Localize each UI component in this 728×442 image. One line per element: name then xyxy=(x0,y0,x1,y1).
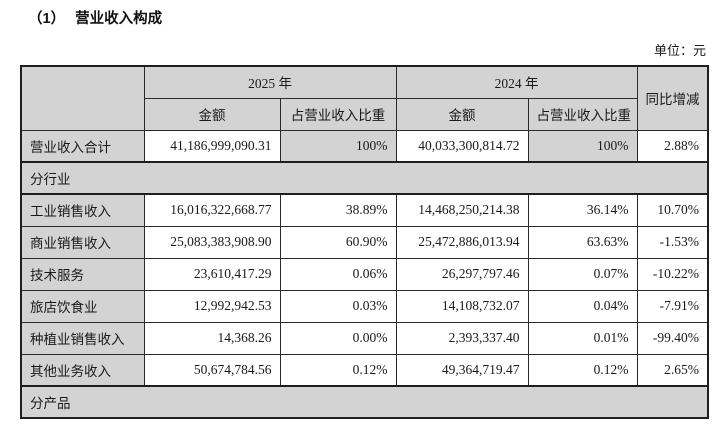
header-year-2025: 2025 年 xyxy=(143,65,397,99)
section-row-by-product: 分产品 xyxy=(20,385,709,419)
amount-2025: 25,083,383,908.90 xyxy=(143,225,281,259)
amount-2025: 41,186,999,090.31 xyxy=(143,129,281,163)
yoy-value: -7.91% xyxy=(636,289,709,323)
row-label: 营业收入合计 xyxy=(20,129,145,163)
amount-2024: 2,393,337.40 xyxy=(395,321,529,355)
yoy-value: 2.88% xyxy=(636,129,709,163)
header-row-years: 2025 年 2024 年 同比增减 xyxy=(20,65,709,131)
pct-2025: 0.12% xyxy=(279,353,397,387)
header-blank-cell xyxy=(20,65,145,131)
pct-2024: 0.07% xyxy=(527,257,638,291)
pct-2024: 100% xyxy=(527,129,638,163)
table-row-commercial-sales: 商业销售收入 25,083,383,908.90 60.90% 25,472,8… xyxy=(20,225,709,259)
row-label: 商业销售收入 xyxy=(20,225,145,259)
row-label: 种植业销售收入 xyxy=(20,321,145,355)
header-pct-2024: 占营业收入比重 xyxy=(527,97,638,131)
pct-2024: 36.14% xyxy=(527,193,638,227)
pct-2024: 63.63% xyxy=(527,225,638,259)
amount-2024: 14,108,732.07 xyxy=(395,289,529,323)
yoy-value: -10.22% xyxy=(636,257,709,291)
amount-2025: 12,992,942.53 xyxy=(143,289,281,323)
pct-2025: 0.00% xyxy=(279,321,397,355)
pct-2025: 0.06% xyxy=(279,257,397,291)
table-row-technical-services: 技术服务 23,610,417.29 0.06% 26,297,797.46 0… xyxy=(20,257,709,291)
page-title-text: 营业收入构成 xyxy=(75,11,163,27)
pct-2024: 0.12% xyxy=(527,353,638,387)
yoy-value: -1.53% xyxy=(636,225,709,259)
table-row-total-revenue: 营业收入合计 41,186,999,090.31 100% 40,033,300… xyxy=(20,129,709,163)
pct-2024: 0.01% xyxy=(527,321,638,355)
table-row-planting-sales: 种植业销售收入 14,368.26 0.00% 2,393,337.40 0.0… xyxy=(20,321,709,355)
amount-2025: 23,610,417.29 xyxy=(143,257,281,291)
header-year-2024: 2024 年 xyxy=(395,65,638,99)
amount-2024: 25,472,886,013.94 xyxy=(395,225,529,259)
row-label: 技术服务 xyxy=(20,257,145,291)
amount-2025: 16,016,322,668.77 xyxy=(143,193,281,227)
amount-2025: 14,368.26 xyxy=(143,321,281,355)
section-label: 分产品 xyxy=(20,385,709,419)
pct-2025: 0.03% xyxy=(279,289,397,323)
amount-2024: 49,364,719.47 xyxy=(395,353,529,387)
yoy-value: 2.65% xyxy=(636,353,709,387)
yoy-value: -99.40% xyxy=(636,321,709,355)
amount-2024: 40,033,300,814.72 xyxy=(395,129,529,163)
amount-2024: 26,297,797.46 xyxy=(395,257,529,291)
section-row-by-industry: 分行业 xyxy=(20,161,709,195)
pct-2025: 60.90% xyxy=(279,225,397,259)
row-label: 其他业务收入 xyxy=(20,353,145,387)
table-row-industrial-sales: 工业销售收入 16,016,322,668.77 38.89% 14,468,2… xyxy=(20,193,709,227)
row-label: 旅店饮食业 xyxy=(20,289,145,323)
table-row-hotel-catering: 旅店饮食业 12,992,942.53 0.03% 14,108,732.07 … xyxy=(20,289,709,323)
header-amount-2024: 金额 xyxy=(395,97,529,131)
header-row-measures: 金额 占营业收入比重 金额 占营业收入比重 xyxy=(21,97,708,131)
page-title-number: （1） xyxy=(28,11,66,27)
unit-label: 单位：元 xyxy=(653,43,706,58)
table-row-other-business: 其他业务收入 50,674,784.56 0.12% 49,364,719.47… xyxy=(20,353,709,387)
revenue-composition-table: 2025 年 2024 年 同比增减 金额 占营业收入比重 金额 占营业收入比重… xyxy=(20,65,709,419)
pct-2024: 0.04% xyxy=(527,289,638,323)
section-label: 分行业 xyxy=(20,161,709,195)
header-pct-2025: 占营业收入比重 xyxy=(279,97,397,131)
row-label: 工业销售收入 xyxy=(20,193,145,227)
pct-2025: 100% xyxy=(279,129,397,163)
amount-2024: 14,468,250,214.38 xyxy=(395,193,529,227)
amount-2025: 50,674,784.56 xyxy=(143,353,281,387)
header-amount-2025: 金额 xyxy=(143,97,281,131)
yoy-value: 10.70% xyxy=(636,193,709,227)
header-yoy-change: 同比增减 xyxy=(636,65,709,131)
page-title: （1） 营业收入构成 xyxy=(28,7,162,28)
pct-2025: 38.89% xyxy=(279,193,397,227)
